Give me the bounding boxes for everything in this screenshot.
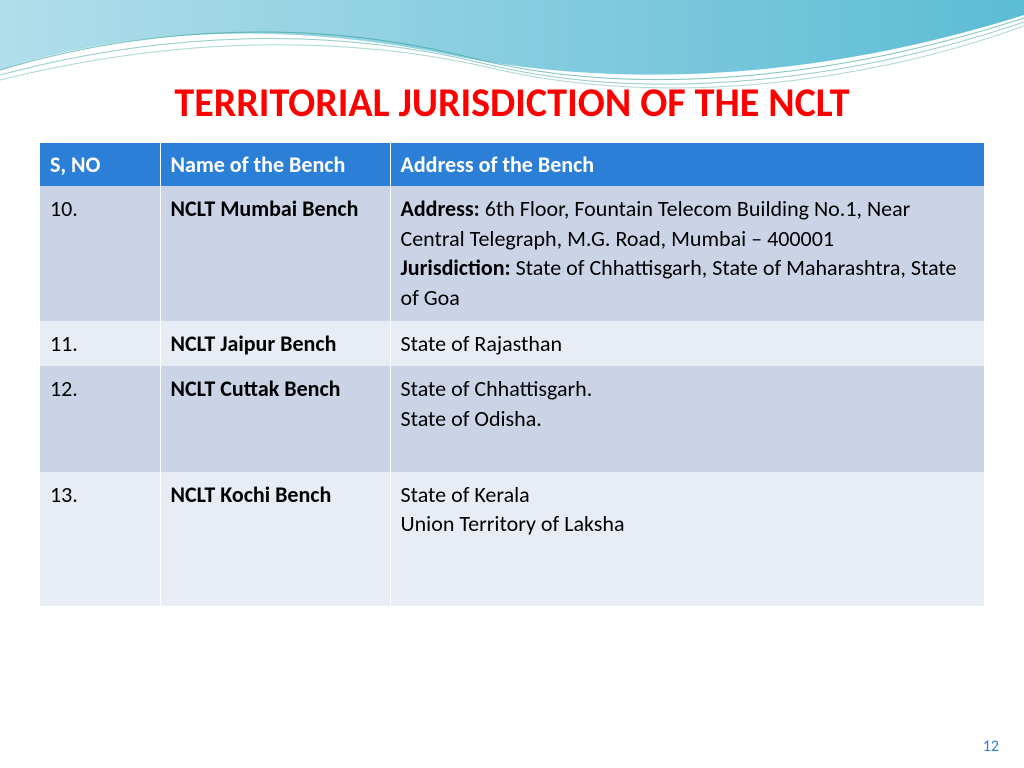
cell-name: NCLT Jaipur Bench bbox=[160, 321, 390, 367]
cell-sno: 12. bbox=[40, 366, 160, 471]
cell-sno: 11. bbox=[40, 321, 160, 367]
cell-address: Address: 6th Floor, Fountain Telecom Bui… bbox=[390, 186, 984, 321]
cell-name: NCLT Cuttak Bench bbox=[160, 366, 390, 471]
table-row: 10. NCLT Mumbai Bench Address: 6th Floor… bbox=[40, 186, 984, 321]
header-sno: S, NO bbox=[40, 143, 160, 186]
page-number: 12 bbox=[983, 737, 999, 756]
page-title: TERRITORIAL JURISDICTION OF THE NCLT bbox=[0, 0, 1024, 143]
cell-sno: 10. bbox=[40, 186, 160, 321]
jurisdiction-table: S, NO Name of the Bench Address of the B… bbox=[40, 143, 984, 606]
cell-sno: 13. bbox=[40, 472, 160, 607]
cell-address: State of Chhattisgarh. State of Odisha. bbox=[390, 366, 984, 471]
cell-name: NCLT Kochi Bench bbox=[160, 472, 390, 607]
table-header-row: S, NO Name of the Bench Address of the B… bbox=[40, 143, 984, 186]
table-row: 11. NCLT Jaipur Bench State of Rajasthan bbox=[40, 321, 984, 367]
table-row: 12. NCLT Cuttak Bench State of Chhattisg… bbox=[40, 366, 984, 471]
cell-address: State of Kerala Union Territory of Laksh… bbox=[390, 472, 984, 607]
header-name: Name of the Bench bbox=[160, 143, 390, 186]
header-address: Address of the Bench bbox=[390, 143, 984, 186]
table-row: 13. NCLT Kochi Bench State of Kerala Uni… bbox=[40, 472, 984, 607]
cell-name: NCLT Mumbai Bench bbox=[160, 186, 390, 321]
cell-address: State of Rajasthan bbox=[390, 321, 984, 367]
